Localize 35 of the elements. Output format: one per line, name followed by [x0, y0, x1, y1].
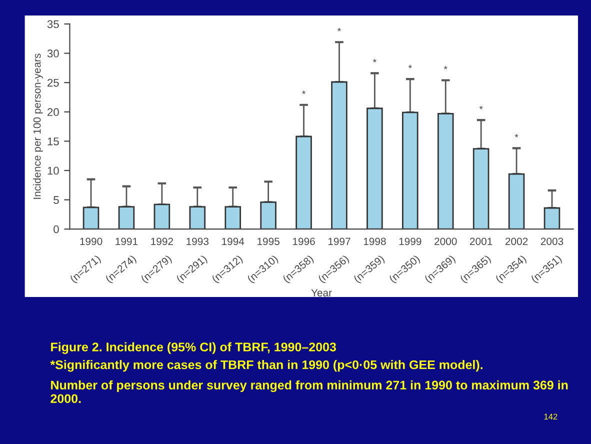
- y-tick-label: 35: [47, 20, 59, 28]
- text: 142: [544, 414, 558, 420]
- bar: [154, 204, 170, 230]
- y-tick-label: 20: [48, 108, 59, 116]
- text: Number of persons under survey ranged from minimum 271 in 1990 to maximum 369 in 2000.: [50, 380, 568, 404]
- y-tick-label: 0: [54, 225, 59, 234]
- y-tick-label: 10: [48, 166, 59, 175]
- bar: [366, 108, 383, 230]
- annotation: *: [372, 58, 376, 62]
- text: Figure 2. Incidence (95% CI) of TBRF, 1990–2003: [51, 342, 336, 354]
- annotation: *: [479, 106, 483, 110]
- annotation: *: [408, 64, 412, 68]
- annotation: *: [338, 28, 341, 32]
- y-axis-title: Incidence per 100 person-years: [33, 54, 43, 199]
- bar: [189, 206, 206, 230]
- bar: [260, 201, 276, 230]
- bar: [472, 148, 490, 230]
- y-tick-label: 25: [48, 78, 59, 87]
- annotation: *: [444, 66, 448, 70]
- y-tick-label: 15: [48, 138, 59, 146]
- bar: [402, 112, 418, 230]
- y-tick-label: 5: [54, 196, 59, 204]
- bar: [437, 112, 454, 230]
- text: *Significantly more cases of TBRF than in 1990 (p<0·05 with GEE model).: [50, 360, 482, 372]
- bar: [331, 81, 348, 230]
- bar: [296, 136, 312, 230]
- y-tick-label: 30: [47, 50, 59, 58]
- bar: [82, 206, 100, 230]
- annotation: *: [302, 90, 306, 94]
- annotation: *: [514, 134, 518, 138]
- x-axis-title: Year: [311, 289, 332, 296]
- bar: [224, 206, 241, 230]
- bar: [118, 206, 135, 230]
- bar: [508, 173, 525, 230]
- bar: [544, 207, 560, 230]
